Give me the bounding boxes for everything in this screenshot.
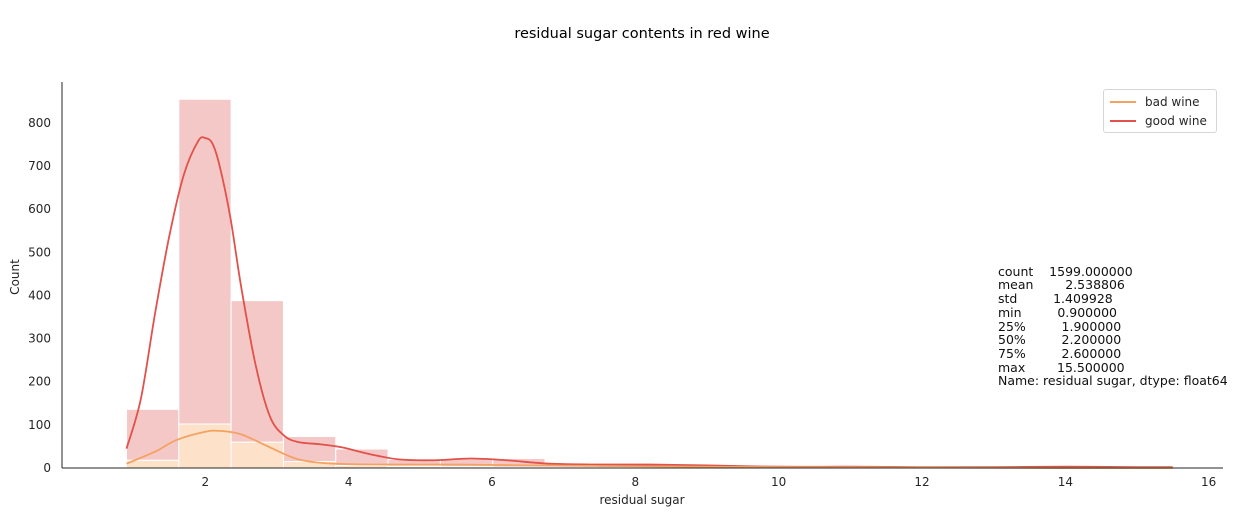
x-tick-label: 2	[202, 475, 210, 489]
x-tick-label: 6	[488, 475, 496, 489]
legend-label-good: good wine	[1145, 114, 1207, 128]
stats-line: count 1599.000000	[998, 263, 1133, 279]
x-axis-label: residual sugar	[599, 493, 684, 507]
y-tick-label: 100	[28, 418, 51, 432]
legend-label-bad: bad wine	[1145, 95, 1200, 109]
y-tick-label: 600	[28, 202, 51, 216]
x-tick-label: 14	[1058, 475, 1073, 489]
x-tick-label: 12	[914, 475, 929, 489]
legend-swatch-good	[1110, 120, 1136, 122]
stats-line: min 0.900000	[998, 304, 1117, 320]
stats-line: 25% 1.900000	[998, 318, 1122, 334]
bar-good-wine	[230, 300, 284, 443]
x-tick-label: 16	[1201, 475, 1216, 489]
x-tick-label: 10	[771, 475, 786, 489]
y-tick-label: 0	[43, 461, 51, 475]
x-tick-label: 4	[345, 475, 353, 489]
legend-swatch-bad	[1110, 101, 1136, 103]
y-axis-label: Count	[8, 259, 22, 295]
y-tick-label: 200	[28, 375, 51, 389]
x-tick-label: 8	[632, 475, 640, 489]
legend-item-bad: bad wine	[1110, 94, 1200, 110]
stats-line: std 1.409928	[998, 291, 1113, 307]
x-ticks: 2 4 6 8 10 12 14 16	[202, 475, 1217, 489]
y-tick-label: 800	[28, 116, 51, 130]
bar-bad-wine	[230, 441, 284, 469]
stats-line: mean 2.538806	[998, 277, 1125, 293]
y-tick-label: 500	[28, 245, 51, 259]
legend: bad wine good wine	[1103, 89, 1217, 133]
y-tick-label: 300	[28, 332, 51, 346]
bars-layer	[126, 98, 1174, 469]
stats-line: 50% 2.200000	[998, 332, 1122, 348]
y-tick-label: 700	[28, 159, 51, 173]
legend-item-good: good wine	[1110, 113, 1207, 129]
stats-line: max 15.500000	[998, 359, 1125, 375]
y-ticks: 0 100 200 300 400 500 600 700 800	[28, 116, 51, 475]
y-tick-label: 400	[28, 288, 51, 302]
stats-line: 75% 2.600000	[998, 345, 1122, 361]
bar-good-wine	[178, 98, 232, 425]
chart-title: residual sugar contents in red wine	[514, 26, 769, 42]
stats-line: Name: residual sugar, dtype: float64	[998, 373, 1228, 389]
describe-stats-text: count 1599.000000 mean 2.538806 std 1.4099…	[998, 251, 1228, 402]
